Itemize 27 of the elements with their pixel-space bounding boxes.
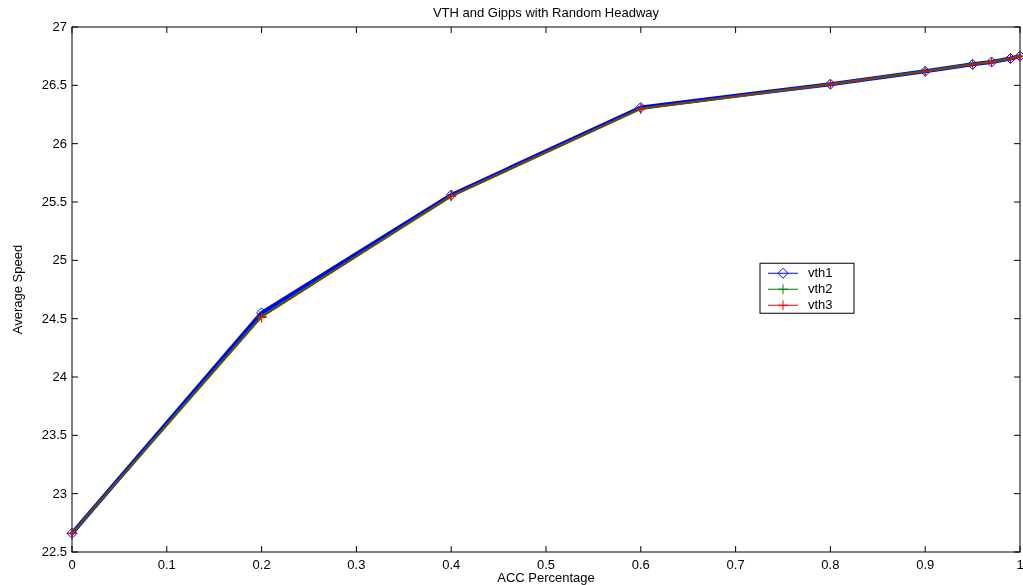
chart-title: VTH and Gipps with Random Headway <box>432 5 660 20</box>
x-tick-label: 0.9 <box>916 557 935 572</box>
y-tick-label: 24.5 <box>41 310 67 326</box>
y-tick-label: 22.5 <box>41 544 67 559</box>
x-tick-label: 0.6 <box>631 557 650 572</box>
y-tick-label: 23 <box>52 485 67 501</box>
x-tick-label: 0.1 <box>157 557 176 572</box>
legend-label: vth1 <box>808 265 833 281</box>
legend-label: vth3 <box>808 297 833 313</box>
x-tick-label: 0.7 <box>726 557 745 572</box>
x-tick-label: 0.3 <box>347 557 366 572</box>
y-axis-title: Average Speed <box>10 244 25 335</box>
x-tick-label: 0.2 <box>252 557 271 572</box>
y-tick-label: 25 <box>52 252 67 268</box>
y-tick-label: 23.5 <box>41 427 67 443</box>
x-tick-label: 0.8 <box>821 557 840 572</box>
x-axis-title: ACC Percentage <box>497 570 595 585</box>
x-tick-label: 0 <box>68 557 76 572</box>
x-tick-label: 0.4 <box>442 557 461 572</box>
y-tick-label: 26.5 <box>41 77 67 93</box>
y-tick-label: 27 <box>52 19 67 34</box>
x-tick-label: 0.5 <box>536 557 556 572</box>
x-tick-label: 1 <box>1016 557 1023 572</box>
legend-label: vth2 <box>808 281 833 297</box>
y-tick-label: 26 <box>52 135 67 151</box>
y-tick-label: 25.5 <box>41 194 67 209</box>
y-tick-label: 24 <box>52 369 67 384</box>
